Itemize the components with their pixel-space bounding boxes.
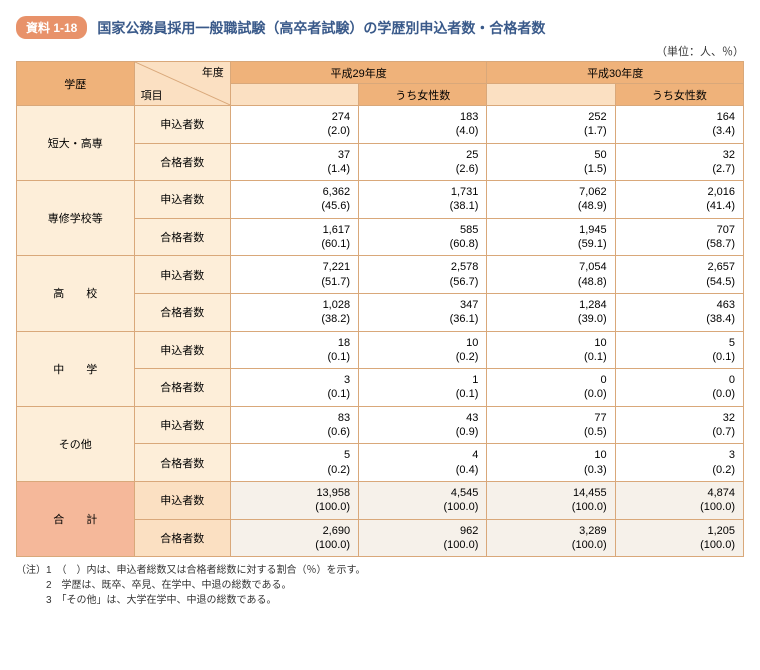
- table-cell: 463 (38.4): [615, 293, 743, 331]
- table-header: 学歴 年度 項目 平成29年度 平成30年度 うち女性数 うち女性数: [17, 62, 744, 106]
- col-h30-female: うち女性数: [615, 84, 743, 106]
- table-cell: 25 (2.6): [359, 143, 487, 181]
- row-label-cell: 短大・高専: [17, 106, 135, 181]
- table-cell: 183 (4.0): [359, 106, 487, 144]
- table-cell: 1,284 (39.0): [487, 293, 615, 331]
- table-cell: 2,690 (100.0): [230, 519, 358, 557]
- table-cell: 7,062 (48.9): [487, 181, 615, 219]
- table-cell: 274 (2.0): [230, 106, 358, 144]
- table-row: 中 学申込者数18 (0.1)10 (0.2)10 (0.1)5 (0.1): [17, 331, 744, 369]
- table-cell: 0 (0.0): [615, 369, 743, 407]
- table-row: 専修学校等申込者数6,362 (45.6)1,731 (38.1)7,062 (…: [17, 181, 744, 219]
- col-h29-total: [230, 84, 358, 106]
- col-h29-female: うち女性数: [359, 84, 487, 106]
- row-label-cell: その他: [17, 406, 135, 481]
- table-cell: 32 (0.7): [615, 406, 743, 444]
- notes-prefix: （注）: [16, 563, 46, 578]
- table-cell: 347 (36.1): [359, 293, 487, 331]
- row-label-cell: 専修学校等: [17, 181, 135, 256]
- table-cell: 2,578 (56.7): [359, 256, 487, 294]
- table-cell: 32 (2.7): [615, 143, 743, 181]
- table-cell: 1,617 (60.1): [230, 218, 358, 256]
- col-edu: 学歴: [17, 62, 135, 106]
- row-label-cell: 高 校: [17, 256, 135, 331]
- header: 資料 1-18 国家公務員採用一般職試験（高卒者試験）の学歴別申込者数・合格者数: [16, 16, 744, 39]
- table-cell: 1,205 (100.0): [615, 519, 743, 557]
- table-cell: 14,455 (100.0): [487, 481, 615, 519]
- table-cell: 4 (0.4): [359, 444, 487, 482]
- table-cell: 18 (0.1): [230, 331, 358, 369]
- table-cell: 4,545 (100.0): [359, 481, 487, 519]
- row-item-cell: 申込者数: [134, 406, 230, 444]
- col-h30-total: [487, 84, 615, 106]
- footnotes: （注）1 （ ）内は、申込者総数又は合格者総数に対する割合（％）を示す。 2 学…: [16, 563, 744, 608]
- table-cell: 83 (0.6): [230, 406, 358, 444]
- table-cell: 164 (3.4): [615, 106, 743, 144]
- table-row: 高 校申込者数7,221 (51.7)2,578 (56.7)7,054 (48…: [17, 256, 744, 294]
- table-cell: 3,289 (100.0): [487, 519, 615, 557]
- row-item-cell: 申込者数: [134, 181, 230, 219]
- table-cell: 252 (1.7): [487, 106, 615, 144]
- row-item-cell: 合格者数: [134, 519, 230, 557]
- table-cell: 707 (58.7): [615, 218, 743, 256]
- table-cell: 3 (0.2): [615, 444, 743, 482]
- table-body: 短大・高専申込者数274 (2.0)183 (4.0)252 (1.7)164 …: [17, 106, 744, 557]
- row-item-cell: 申込者数: [134, 331, 230, 369]
- row-item-cell: 合格者数: [134, 444, 230, 482]
- table-cell: 10 (0.1): [487, 331, 615, 369]
- page-title: 国家公務員採用一般職試験（高卒者試験）の学歴別申込者数・合格者数: [97, 18, 545, 38]
- row-item-cell: 申込者数: [134, 256, 230, 294]
- table-cell: 10 (0.2): [359, 331, 487, 369]
- row-label-cell: 合 計: [17, 481, 135, 556]
- table-cell: 4,874 (100.0): [615, 481, 743, 519]
- table-cell: 5 (0.2): [230, 444, 358, 482]
- table-cell: 2,016 (41.4): [615, 181, 743, 219]
- table-cell: 5 (0.1): [615, 331, 743, 369]
- table-row: 合 計申込者数13,958 (100.0)4,545 (100.0)14,455…: [17, 481, 744, 519]
- diag-item: 項目: [141, 87, 163, 103]
- col-diag: 年度 項目: [134, 62, 230, 106]
- table-row: その他申込者数83 (0.6)43 (0.9)77 (0.5)32 (0.7): [17, 406, 744, 444]
- table-cell: 1,731 (38.1): [359, 181, 487, 219]
- table-cell: 10 (0.3): [487, 444, 615, 482]
- reference-badge: 資料 1-18: [16, 16, 87, 39]
- row-item-cell: 合格者数: [134, 369, 230, 407]
- table-cell: 3 (0.1): [230, 369, 358, 407]
- note-line: 1 （ ）内は、申込者総数又は合格者総数に対する割合（％）を示す。: [46, 563, 366, 578]
- note-line: 2 学歴は、既卒、卒見、在学中、中退の総数である。: [46, 578, 291, 593]
- table-cell: 0 (0.0): [487, 369, 615, 407]
- table-cell: 50 (1.5): [487, 143, 615, 181]
- table-cell: 962 (100.0): [359, 519, 487, 557]
- unit-label: （単位：人、％）: [16, 43, 744, 59]
- table-row: 短大・高専申込者数274 (2.0)183 (4.0)252 (1.7)164 …: [17, 106, 744, 144]
- row-item-cell: 合格者数: [134, 218, 230, 256]
- diag-year: 年度: [202, 64, 224, 80]
- table-cell: 1,028 (38.2): [230, 293, 358, 331]
- table-cell: 7,054 (48.8): [487, 256, 615, 294]
- row-item-cell: 申込者数: [134, 481, 230, 519]
- row-item-cell: 合格者数: [134, 143, 230, 181]
- table-cell: 43 (0.9): [359, 406, 487, 444]
- col-h29: 平成29年度: [230, 62, 487, 84]
- col-h30: 平成30年度: [487, 62, 744, 84]
- row-item-cell: 申込者数: [134, 106, 230, 144]
- data-table: 学歴 年度 項目 平成29年度 平成30年度 うち女性数 うち女性数 短大・高専…: [16, 61, 744, 557]
- table-cell: 6,362 (45.6): [230, 181, 358, 219]
- table-cell: 77 (0.5): [487, 406, 615, 444]
- table-cell: 7,221 (51.7): [230, 256, 358, 294]
- row-item-cell: 合格者数: [134, 293, 230, 331]
- note-line: 3 「その他」は、大学在学中、中退の総数である。: [46, 593, 276, 608]
- table-cell: 1 (0.1): [359, 369, 487, 407]
- table-cell: 1,945 (59.1): [487, 218, 615, 256]
- table-cell: 13,958 (100.0): [230, 481, 358, 519]
- row-label-cell: 中 学: [17, 331, 135, 406]
- table-cell: 37 (1.4): [230, 143, 358, 181]
- table-cell: 2,657 (54.5): [615, 256, 743, 294]
- table-cell: 585 (60.8): [359, 218, 487, 256]
